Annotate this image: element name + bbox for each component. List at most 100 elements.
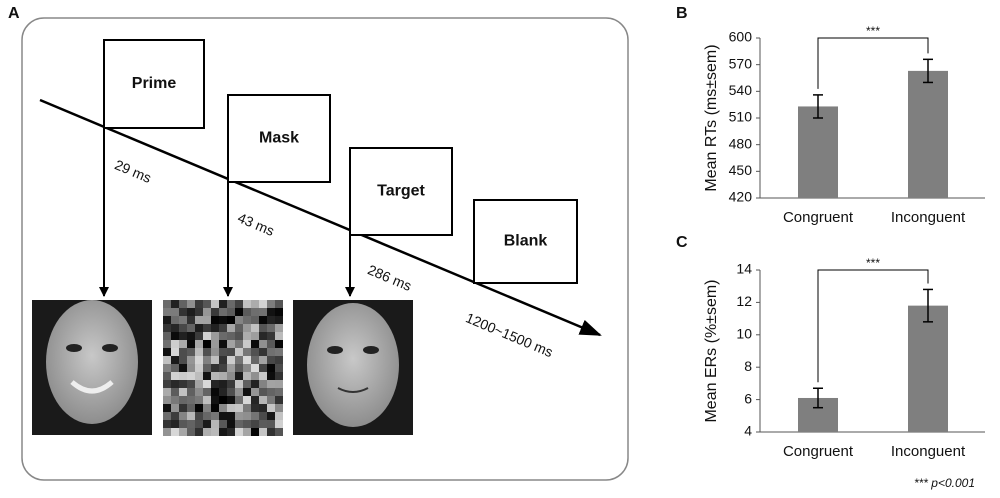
y-tick-label: 600: [729, 29, 753, 45]
noise-cell: [275, 380, 283, 388]
noise-cell: [211, 348, 219, 356]
noise-cell: [163, 316, 171, 324]
noise-cell: [211, 396, 219, 404]
frame-label: Prime: [132, 75, 177, 92]
noise-cell: [235, 388, 243, 396]
noise-cell: [227, 412, 235, 420]
noise-cell: [203, 300, 211, 308]
noise-cell: [187, 308, 195, 316]
noise-cell: [179, 300, 187, 308]
noise-cell: [259, 340, 267, 348]
noise-cell: [267, 324, 275, 332]
noise-cell: [179, 420, 187, 428]
noise-cell: [235, 340, 243, 348]
noise-cell: [211, 316, 219, 324]
noise-cell: [179, 404, 187, 412]
noise-cell: [267, 420, 275, 428]
noise-cell: [243, 380, 251, 388]
noise-cell: [219, 364, 227, 372]
panel-label: C: [676, 234, 688, 251]
noise-cell: [235, 364, 243, 372]
noise-cell: [171, 300, 179, 308]
noise-cell: [235, 300, 243, 308]
noise-cell: [179, 348, 187, 356]
noise-cell: [267, 412, 275, 420]
noise-cell: [211, 428, 219, 436]
panel-frame: [21, 17, 629, 481]
noise-cell: [267, 372, 275, 380]
noise-cell: [163, 420, 171, 428]
noise-cell: [203, 340, 211, 348]
noise-cell: [163, 428, 171, 436]
noise-cell: [187, 324, 195, 332]
noise-cell: [227, 404, 235, 412]
noise-cell: [203, 372, 211, 380]
y-tick-label: 450: [729, 162, 753, 178]
noise-cell: [235, 380, 243, 388]
noise-cell: [243, 348, 251, 356]
noise-cell: [251, 388, 259, 396]
noise-cell: [195, 372, 203, 380]
frame-box: [103, 39, 205, 129]
noise-cell: [179, 340, 187, 348]
noise-cell: [259, 324, 267, 332]
noise-cell: [179, 324, 187, 332]
bar: [798, 106, 838, 198]
noise-cell: [163, 364, 171, 372]
noise-cell: [163, 388, 171, 396]
noise-cell: [163, 412, 171, 420]
noise-cell: [275, 364, 283, 372]
noise-cell: [195, 428, 203, 436]
noise-cell: [259, 364, 267, 372]
significance-label: ***: [866, 256, 880, 270]
noise-cell: [243, 396, 251, 404]
noise-cell: [203, 420, 211, 428]
y-tick-label: 4: [744, 423, 752, 439]
bar: [908, 70, 948, 198]
noise-cell: [187, 420, 195, 428]
noise-cell: [259, 372, 267, 380]
noise-cell: [179, 356, 187, 364]
noise-cell: [179, 372, 187, 380]
noise-cell: [195, 348, 203, 356]
noise-cell: [187, 380, 195, 388]
noise-cell: [179, 316, 187, 324]
noise-cell: [179, 364, 187, 372]
noise-cell: [267, 388, 275, 396]
significance-bracket: [817, 37, 929, 89]
panel-label: A: [8, 5, 20, 22]
noise-cell: [187, 412, 195, 420]
noise-cell: [267, 340, 275, 348]
x-tick-label: Congruent: [783, 443, 854, 460]
y-tick-label: 420: [729, 189, 753, 205]
y-tick-label: 570: [729, 55, 753, 71]
noise-cell: [235, 372, 243, 380]
noise-cell: [195, 308, 203, 316]
noise-cell: [163, 332, 171, 340]
y-tick-label: 510: [729, 109, 753, 125]
noise-cell: [243, 340, 251, 348]
noise-cell: [267, 300, 275, 308]
noise-cell: [195, 380, 203, 388]
noise-cell: [259, 380, 267, 388]
noise-cell: [171, 348, 179, 356]
noise-cell: [163, 396, 171, 404]
y-tick-label: 480: [729, 135, 753, 151]
y-tick-label: 6: [744, 390, 752, 406]
duration-label: 29 ms: [112, 156, 153, 186]
noise-cell: [171, 380, 179, 388]
noise-cell: [187, 340, 195, 348]
noise-cell: [219, 388, 227, 396]
noise-cell: [259, 332, 267, 340]
noise-cell: [187, 356, 195, 364]
noise-cell: [203, 388, 211, 396]
noise-cell: [195, 324, 203, 332]
noise-cell: [211, 404, 219, 412]
noise-cell: [259, 428, 267, 436]
noise-cell: [243, 428, 251, 436]
noise-cell: [235, 428, 243, 436]
noise-cell: [267, 308, 275, 316]
noise-cell: [163, 308, 171, 316]
y-axis-label: Mean RTs (ms±sem): [703, 44, 720, 191]
noise-cell: [187, 388, 195, 396]
